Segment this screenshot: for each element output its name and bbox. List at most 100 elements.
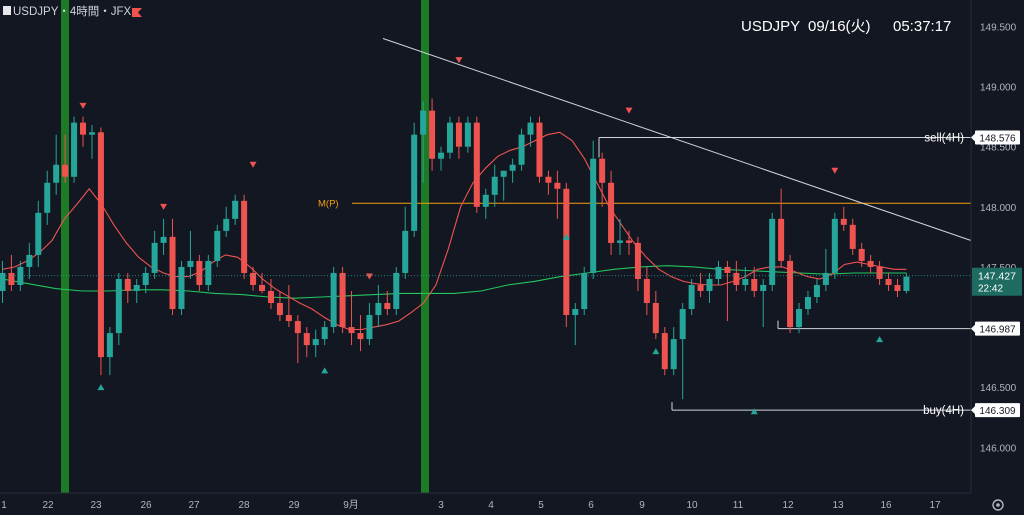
candle[interactable]	[321, 321, 328, 346]
candle[interactable]	[742, 266, 749, 291]
candle[interactable]	[518, 128, 525, 171]
time-axis[interactable]: 1 22 23 26 27 28 29 9月 3 4 5 6 9 10 11 12 13 16 17	[1, 499, 941, 511]
gear-icon[interactable]	[992, 499, 1004, 511]
candle[interactable]	[17, 260, 24, 291]
candle[interactable]	[214, 224, 221, 267]
candle[interactable]	[411, 122, 418, 237]
candle[interactable]	[97, 127, 104, 376]
candle[interactable]	[232, 194, 239, 225]
candle[interactable]	[276, 290, 283, 322]
candle[interactable]	[652, 290, 659, 340]
candle[interactable]	[670, 327, 677, 376]
candle[interactable]	[205, 254, 212, 291]
candle[interactable]	[572, 303, 579, 346]
trendline[interactable]	[382, 38, 972, 241]
candle[interactable]	[8, 254, 15, 291]
candle[interactable]	[420, 101, 427, 183]
candle[interactable]	[80, 116, 87, 147]
candle[interactable]	[867, 254, 874, 273]
candle[interactable]	[581, 266, 588, 316]
candle[interactable]	[831, 212, 838, 279]
candle[interactable]	[688, 278, 695, 316]
candle[interactable]	[590, 140, 597, 279]
candle[interactable]	[62, 134, 69, 183]
candle[interactable]	[840, 206, 847, 231]
candle[interactable]	[71, 116, 78, 183]
candle[interactable]	[464, 116, 471, 153]
candle[interactable]	[402, 206, 409, 279]
candle[interactable]	[769, 212, 776, 291]
candle[interactable]	[634, 236, 641, 291]
candle[interactable]	[357, 315, 364, 352]
candle[interactable]	[760, 278, 767, 328]
candle[interactable]	[617, 218, 624, 255]
candle[interactable]	[455, 116, 462, 159]
candle[interactable]	[429, 98, 436, 171]
candle[interactable]	[178, 260, 185, 316]
candle[interactable]	[608, 170, 615, 255]
candle[interactable]	[196, 254, 203, 291]
candle[interactable]	[751, 266, 758, 298]
candle[interactable]	[643, 266, 650, 316]
candle[interactable]	[482, 188, 489, 219]
candle[interactable]	[679, 303, 686, 400]
candle[interactable]	[250, 266, 257, 291]
candle[interactable]	[151, 230, 158, 279]
candle[interactable]	[796, 303, 803, 334]
candle[interactable]	[697, 272, 704, 298]
candle[interactable]	[536, 116, 543, 183]
candle[interactable]	[787, 254, 794, 334]
candle[interactable]	[223, 206, 230, 237]
candle[interactable]	[446, 116, 453, 159]
candle[interactable]	[473, 116, 480, 213]
candle[interactable]	[715, 260, 722, 285]
candle[interactable]	[169, 218, 176, 316]
candle[interactable]	[294, 315, 301, 364]
candle[interactable]	[88, 125, 95, 159]
candle[interactable]	[366, 303, 373, 346]
candle[interactable]	[35, 200, 42, 267]
candle[interactable]	[312, 329, 319, 358]
candle[interactable]	[509, 158, 516, 183]
candle[interactable]	[142, 266, 149, 294]
candle[interactable]	[903, 272, 910, 294]
candle[interactable]	[348, 290, 355, 346]
candle[interactable]	[187, 230, 194, 279]
candle[interactable]	[849, 218, 856, 255]
candle[interactable]	[876, 260, 883, 285]
candle[interactable]	[545, 170, 552, 195]
candle[interactable]	[438, 146, 445, 171]
candle[interactable]	[26, 242, 33, 279]
candle[interactable]	[804, 290, 811, 316]
candle[interactable]	[491, 164, 498, 207]
candle[interactable]	[124, 272, 131, 304]
candle[interactable]	[330, 266, 337, 334]
candle[interactable]	[133, 278, 140, 304]
candle[interactable]	[724, 260, 731, 322]
candle[interactable]	[0, 260, 6, 304]
candle[interactable]	[160, 218, 167, 255]
candle[interactable]	[554, 170, 561, 219]
candle[interactable]	[106, 327, 113, 376]
candle[interactable]	[339, 266, 346, 334]
candle[interactable]	[563, 182, 570, 328]
candle[interactable]	[778, 188, 785, 267]
candle[interactable]	[733, 260, 740, 291]
candle[interactable]	[375, 284, 382, 328]
candle[interactable]	[822, 248, 829, 291]
candle[interactable]	[393, 266, 400, 316]
candle[interactable]	[44, 170, 51, 225]
candle[interactable]	[813, 278, 820, 304]
candle[interactable]	[259, 272, 266, 294]
candle[interactable]	[500, 170, 507, 201]
candle[interactable]	[599, 152, 606, 207]
candle[interactable]	[53, 134, 60, 195]
candle[interactable]	[661, 327, 668, 376]
candle[interactable]	[625, 230, 632, 255]
candle[interactable]	[384, 290, 391, 316]
candle[interactable]	[527, 116, 534, 147]
candle[interactable]	[858, 242, 865, 267]
candle[interactable]	[706, 272, 713, 304]
